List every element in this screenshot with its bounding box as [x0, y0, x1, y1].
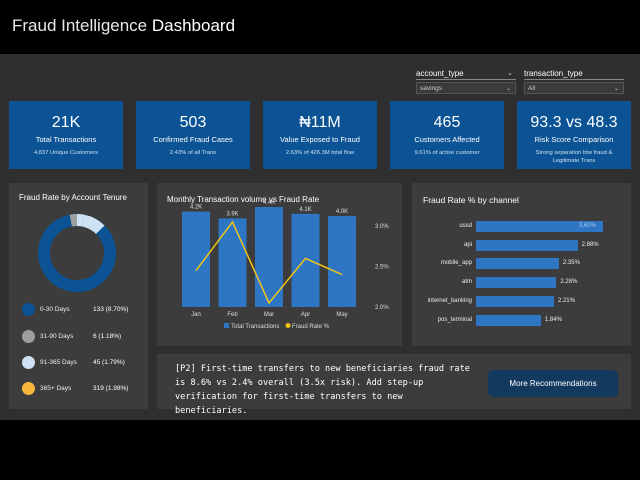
filter-transaction-type-label: transaction_type	[524, 69, 583, 78]
kpi-label: Confirmed Fraud Cases	[153, 135, 233, 144]
channel-bar-pos_terminal	[476, 314, 541, 326]
kpi-subtext: Strong separation btw fraud & Legitimate…	[535, 150, 613, 164]
channel-value-label: 2.28%	[560, 279, 578, 286]
bar-value-label: 3.9K	[226, 211, 238, 217]
title-light: Fraud Intelligence	[12, 16, 148, 35]
kpi-card-customers-affected: 465 Customers Affected 9.61% of active c…	[390, 101, 504, 169]
bar-feb	[218, 218, 247, 307]
legend-dot-icon	[22, 330, 35, 343]
kpi-value: 21K	[51, 114, 81, 131]
chevron-down-icon: ⌄	[505, 86, 511, 92]
channel-value-label: 1.84%	[544, 316, 562, 323]
legend-label: 91-365 Days	[40, 359, 77, 366]
filter-account-type-select[interactable]: savings ⌄	[416, 82, 516, 94]
bar-mar	[255, 207, 283, 307]
channel-value-label: 2.88%	[581, 241, 599, 248]
bar-value-label: 4.4K	[263, 200, 275, 206]
y2-tick-label: 2.0%	[375, 305, 389, 311]
channel-label-mobile_app: mobile_app	[440, 260, 472, 267]
bar-jan	[182, 211, 210, 307]
x-tick-label: May	[336, 312, 347, 318]
channel-label-pos_terminal: pos_terminal	[437, 316, 472, 323]
donut-segment-91-365	[76, 214, 85, 227]
channel-bar-ussd	[476, 221, 603, 232]
kpi-label: Total Transactions	[35, 135, 97, 144]
kpi-value: 465	[433, 114, 461, 131]
legend-line-swatch	[285, 323, 291, 328]
legend-value: 133 (8.70%)	[93, 306, 129, 313]
kpi-card-value-exposed: ₦11M Value Exposed to Fraud 2.63% of 426…	[263, 101, 377, 169]
kpi-label: Risk Score Comparison	[534, 135, 614, 144]
chevron-down-icon[interactable]: ⌄	[507, 70, 513, 77]
channel-bar-mobile_app	[476, 258, 559, 270]
dashboard-title: Fraud Intelligence Dashboard	[12, 16, 235, 36]
kpi-card-risk-score: 93.3 vs 48.3 Risk Score Comparison Stron…	[517, 101, 631, 169]
legend-value: 45 (1.79%)	[93, 359, 125, 366]
filter-transaction-type-value: All	[528, 85, 536, 92]
legend-label: 365+ Days	[40, 385, 72, 392]
chevron-down-icon: ⌄	[613, 86, 619, 92]
channel-bar-internet_banking	[476, 295, 554, 307]
legend-bar-swatch	[224, 323, 229, 328]
filter-underline	[524, 79, 624, 80]
bar-value-label: 4.1K	[299, 207, 311, 213]
x-tick-label: Feb	[227, 312, 238, 318]
monthly-chart-title: Monthly Transaction volume vs Fraud Rate	[167, 195, 320, 204]
donut-segment-light	[81, 214, 105, 235]
channel-bar-api	[476, 239, 578, 251]
legend-dot-icon	[22, 303, 35, 316]
legend-label: 0-30 Days	[40, 306, 70, 313]
y2-tick-label: 2.5%	[375, 265, 389, 271]
kpi-subtext: 9.61% of active customer	[414, 150, 480, 156]
channel-value-label: 2.21%	[557, 297, 575, 304]
bar-apr	[291, 213, 320, 307]
legend-dot-icon	[22, 356, 35, 369]
legend-value: 6 (1.18%)	[93, 333, 122, 340]
kpi-label: Customers Affected	[414, 135, 480, 144]
y2-tick-label: 3.0%	[375, 224, 389, 230]
legend-label-transactions: Total Transactions	[231, 324, 279, 330]
kpi-value: ₦11M	[299, 114, 341, 131]
recommendation-text: [P2] First-time transfers to new benefic…	[175, 364, 470, 416]
filter-transaction-type-select[interactable]: All ⌄	[524, 82, 624, 94]
tenure-panel-title: Fraud Rate by Account Tenure	[19, 193, 127, 202]
kpi-subtext: 2.43% of all Trans	[169, 150, 217, 156]
legend-label: 31-90 Days	[40, 333, 74, 340]
legend-value: 319 (1.98%)	[93, 385, 129, 392]
tenure-donut-chart	[38, 214, 116, 292]
fraud-rate-line	[195, 220, 343, 305]
bar-value-label: 4.0K	[336, 209, 348, 215]
x-tick-label: Mar	[264, 312, 274, 318]
kpi-label: Value Exposed to Fraud	[280, 135, 360, 144]
channel-label-internet_banking: internet_banking	[427, 297, 472, 304]
filter-account-type-value: savings	[420, 85, 443, 92]
more-recommendations-button[interactable]: More Recommendations	[488, 370, 618, 397]
x-tick-label: Jan	[191, 312, 201, 318]
kpi-value: 93.3 vs 48.3	[530, 114, 618, 131]
filter-account-type-label: account_type	[416, 69, 464, 78]
monthly-chart: 4.2K Jan 3.9K Feb 4.4K Mar 4.1K Apr 4.0K May 3.0% 2…	[182, 200, 389, 330]
channel-bar-atm	[476, 277, 557, 289]
donut-ring	[38, 214, 116, 292]
kpi-subtext: 2.63% of 426.3M total flow	[285, 150, 355, 156]
kpi-value: 503	[179, 114, 207, 131]
kpi-card-total-transactions: 21K Total Transactions 4,837 Unique Cust…	[9, 101, 123, 169]
channel-label-ussd: ussd	[459, 223, 472, 229]
channel-label-atm: atm	[461, 279, 472, 286]
filter-underline	[416, 79, 516, 80]
kpi-card-fraud-cases: 503 Confirmed Fraud Cases 2.43% of all T…	[136, 101, 250, 169]
x-tick-label: Apr	[301, 312, 310, 318]
kpi-subtext: 4,837 Unique Customers	[33, 150, 99, 156]
channel-value-label: 2.35%	[562, 260, 580, 267]
bar-value-label: 4.2K	[190, 205, 202, 211]
bar-may	[328, 216, 356, 307]
title-bold: Dashboard	[151, 16, 236, 35]
channel-value-label: 3.60%	[579, 223, 597, 229]
donut-segment-31-90	[69, 214, 78, 227]
legend-label-fraud-rate: Fraud Rate %	[292, 324, 330, 330]
legend-dot-icon	[22, 382, 35, 395]
channel-label-api: api	[463, 241, 472, 248]
channel-chart-title: Fraud Rate % by channel	[423, 195, 519, 205]
